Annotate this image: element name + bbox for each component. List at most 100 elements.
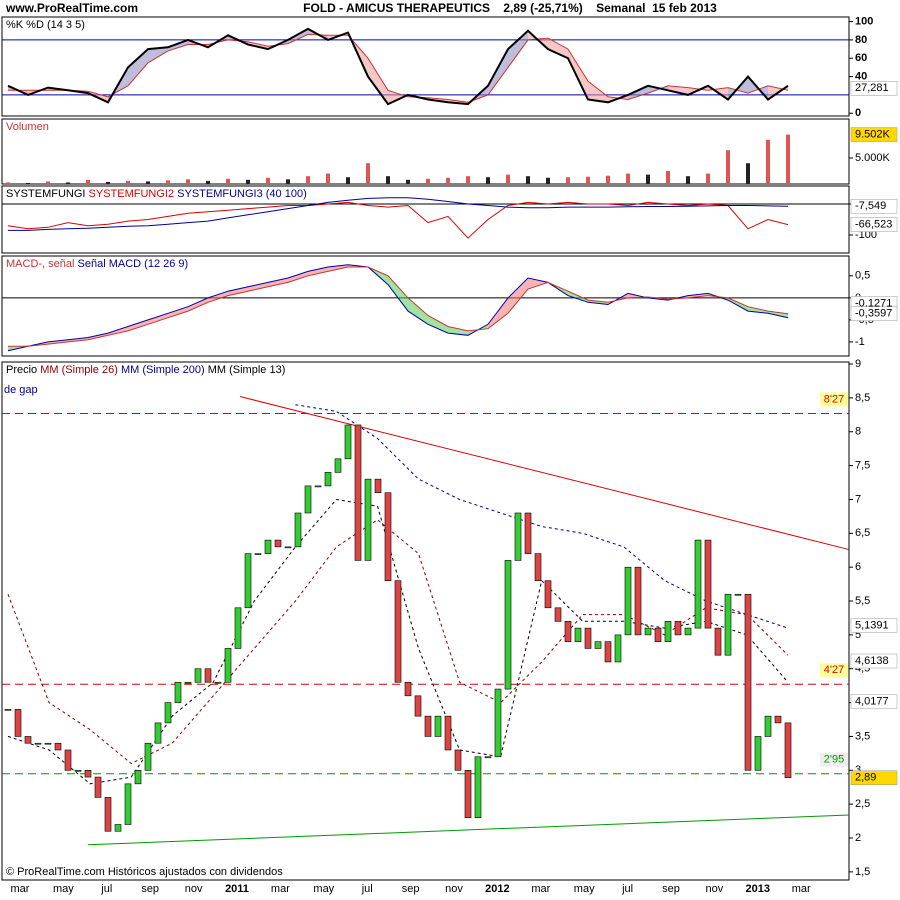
volume-bar [186, 179, 190, 184]
panel: 5.000K Volumen 9.502K [1, 118, 898, 185]
volume-bar [506, 174, 510, 184]
candle [624, 566, 632, 636]
volume-bar [26, 182, 30, 184]
candle [274, 539, 282, 548]
volume-bar [286, 179, 290, 184]
value-box [850, 306, 898, 321]
candle [394, 580, 402, 683]
value-label: 4,6138 [855, 655, 889, 667]
fill-between [88, 333, 108, 340]
site: www.ProRealTime.com [5, 1, 138, 15]
candle [204, 668, 212, 683]
candle [384, 492, 392, 582]
value-box [850, 694, 898, 709]
fill-between [448, 326, 468, 336]
fill-between [208, 291, 228, 303]
panel-frame [1, 185, 850, 254]
volume-bar [6, 182, 10, 184]
fill-between [188, 297, 208, 312]
volume-bar [406, 179, 410, 184]
y-tick-label: 5.000K [855, 152, 891, 164]
volume-bar [586, 176, 590, 184]
x-tick-label: may [53, 883, 74, 895]
volume-bar [86, 179, 90, 184]
candle [354, 424, 362, 561]
volume-bar [106, 181, 110, 184]
trendline [87, 814, 850, 846]
y-tick-label: 8 [855, 426, 861, 438]
x-tick-label: 2011 [225, 883, 249, 895]
candle [234, 607, 242, 649]
volume-bar [146, 181, 150, 184]
volume-bar [426, 178, 430, 184]
candle [294, 512, 302, 548]
panel-frame [1, 361, 850, 881]
legend-entry: SYSTEMFUNGI3 (40 100) [177, 188, 307, 200]
legend-entry: MM (Simple 26) [40, 364, 121, 376]
level-label: 2'95 [824, 754, 844, 766]
value-box [850, 770, 898, 786]
legend-entry: Volumen [6, 121, 49, 133]
volume-bar [386, 176, 390, 184]
candle [364, 478, 372, 561]
panel-frame [1, 16, 850, 117]
candle [584, 627, 592, 649]
legend: %K %D (14 3 5) [6, 19, 85, 31]
volume-bar [326, 173, 330, 184]
series-line [8, 266, 789, 347]
y-tick-label: 7,5 [855, 460, 870, 472]
y-tick-label: 6,5 [855, 527, 870, 539]
candle [44, 742, 52, 745]
value-label: -66,523 [855, 219, 892, 231]
candle [724, 593, 732, 656]
series-line [7, 201, 789, 239]
y-tick-label: 6 [855, 561, 861, 573]
fill-between [228, 286, 248, 296]
legend-entry: SYSTEMFUNGI [6, 188, 89, 200]
y-tick-label: 60 [855, 52, 867, 64]
x-tick-label: may [313, 883, 334, 895]
y-tick-label: 3 [855, 764, 861, 776]
candle [634, 566, 642, 636]
candle [214, 681, 222, 684]
candle [504, 560, 512, 690]
volume-bar [646, 174, 650, 184]
fill-between [508, 278, 528, 314]
fill-between [48, 339, 68, 345]
candle [604, 641, 612, 663]
candle [134, 770, 142, 785]
x-tick-label: may [574, 883, 595, 895]
candle [224, 648, 232, 683]
candle [404, 681, 412, 697]
legend-entry: Señal MACD (12 26 9) [78, 258, 189, 270]
candle [14, 709, 22, 737]
y-tick-label: 8,5 [855, 392, 870, 404]
fill-between [368, 58, 388, 105]
candle [424, 715, 432, 737]
fill-between [688, 293, 708, 298]
value-label: 5,1391 [855, 619, 889, 631]
volume-bar [126, 180, 130, 184]
volume-bar [526, 176, 530, 184]
header-title: FOLD - AMICUS THERAPEUTICS 2,89 (-25,71%… [303, 1, 717, 15]
fill-between [388, 90, 408, 105]
volume-bar [546, 177, 550, 184]
volume-bar [466, 176, 470, 184]
legend-entry: MM (Simple 13) [208, 364, 286, 376]
fill-between [288, 271, 308, 283]
series-line [7, 27, 789, 106]
legend-entry: MACD-, señal [6, 258, 78, 270]
y-tick-label: -100 [855, 229, 877, 241]
legend: MACD-, señal Señal MACD (12 26 9) [6, 258, 188, 270]
panel-frame [1, 255, 850, 357]
y-tick-label: 3,5 [855, 730, 870, 742]
series-line [8, 33, 789, 103]
value-label: 2,89 [855, 772, 876, 784]
candle [314, 485, 322, 488]
candle [614, 634, 622, 663]
legend: Precio MM (Simple 26) MM (Simple 200) MM… [6, 364, 285, 376]
volume-bar [46, 181, 50, 184]
value-box [850, 127, 898, 142]
